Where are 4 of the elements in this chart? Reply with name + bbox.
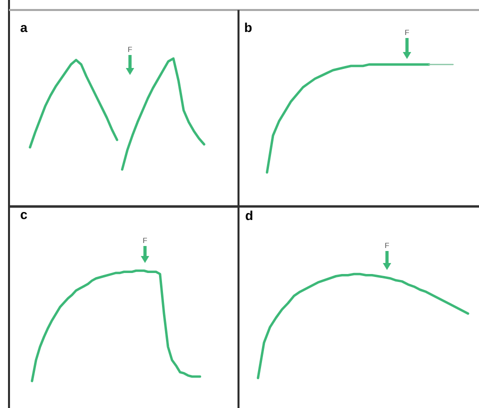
- chart-title: c: [20, 212, 28, 220]
- chart-title: d: [246, 210, 252, 220]
- chart-title: b: [245, 22, 252, 32]
- chart-title: a: [20, 25, 28, 32]
